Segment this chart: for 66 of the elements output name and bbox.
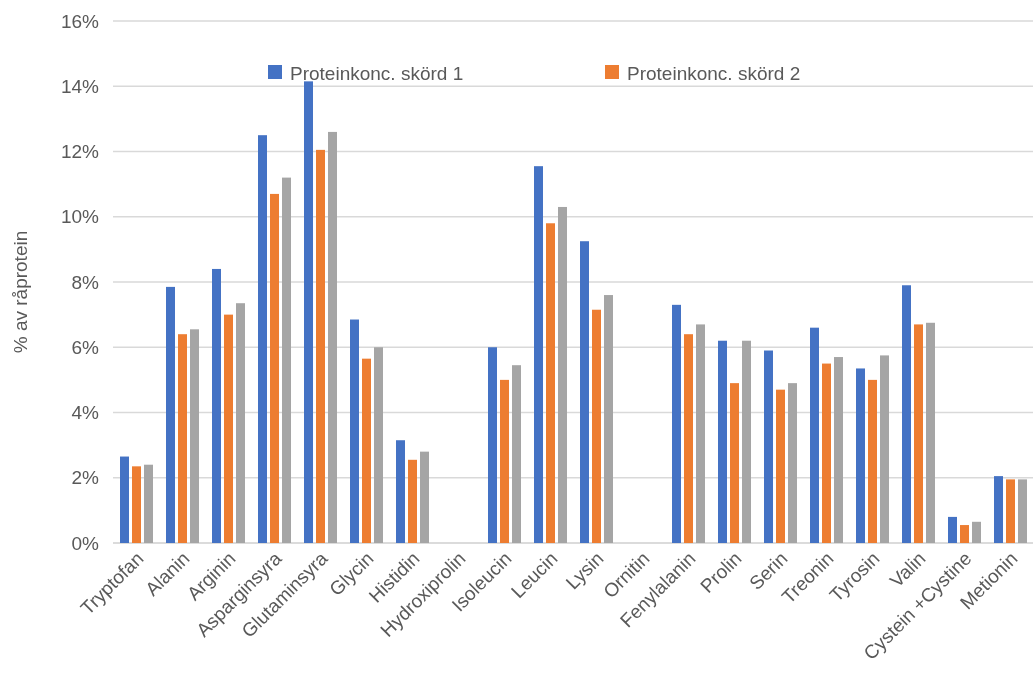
bar	[926, 322, 935, 543]
bar	[144, 464, 153, 543]
y-tick-label: 14%	[60, 75, 100, 97]
bar	[1006, 479, 1015, 543]
bar	[868, 379, 877, 543]
bar	[132, 466, 141, 543]
bar	[166, 286, 175, 543]
bar	[512, 365, 521, 543]
bar	[282, 177, 291, 543]
y-tick-label: 10%	[60, 206, 100, 228]
bar	[960, 525, 969, 543]
bar	[730, 383, 739, 543]
bar	[328, 131, 337, 543]
y-tick-label: 0%	[71, 532, 100, 554]
bar	[304, 81, 313, 543]
bar	[546, 223, 555, 543]
bar	[914, 324, 923, 543]
bar	[374, 347, 383, 543]
y-tick-label: 16%	[60, 10, 100, 32]
bar	[788, 383, 797, 543]
bar	[822, 363, 831, 543]
bar	[236, 303, 245, 543]
bar	[742, 340, 751, 543]
bar	[120, 456, 129, 543]
bar	[810, 327, 819, 543]
y-tick-label: 4%	[71, 402, 100, 424]
legend-label: Proteinkonc. skörd 2	[627, 62, 801, 84]
bar	[558, 206, 567, 543]
bar	[178, 334, 187, 543]
bar	[684, 334, 693, 543]
bar	[224, 314, 233, 543]
bar	[580, 241, 589, 543]
bar	[350, 319, 359, 543]
bar	[500, 379, 509, 543]
bar	[190, 329, 199, 543]
bar	[948, 516, 957, 543]
bar	[258, 135, 267, 543]
bar	[696, 324, 705, 543]
bar	[408, 459, 417, 543]
legend-label: Proteinkonc. skörd 1	[290, 62, 464, 84]
y-tick-label: 6%	[71, 336, 100, 358]
bar	[316, 149, 325, 543]
bar	[212, 268, 221, 543]
bar	[764, 350, 773, 543]
y-tick-label: 12%	[60, 141, 100, 163]
y-tick-label: 2%	[71, 467, 100, 489]
y-tick-label: 8%	[71, 271, 100, 293]
bar	[362, 358, 371, 543]
bar	[534, 166, 543, 543]
bar	[834, 357, 843, 543]
bar	[604, 295, 613, 543]
bar	[994, 476, 1003, 543]
bar	[880, 355, 889, 543]
bar	[902, 285, 911, 543]
bar	[718, 340, 727, 543]
bar	[856, 368, 865, 543]
bar	[1018, 479, 1027, 543]
bar	[672, 304, 681, 543]
bar	[776, 389, 785, 543]
y-axis-title: % av råprotein	[10, 230, 31, 354]
bar	[270, 193, 279, 543]
bar	[488, 347, 497, 543]
bar	[592, 309, 601, 543]
bar	[396, 440, 405, 543]
bar	[420, 451, 429, 543]
bar	[972, 521, 981, 543]
